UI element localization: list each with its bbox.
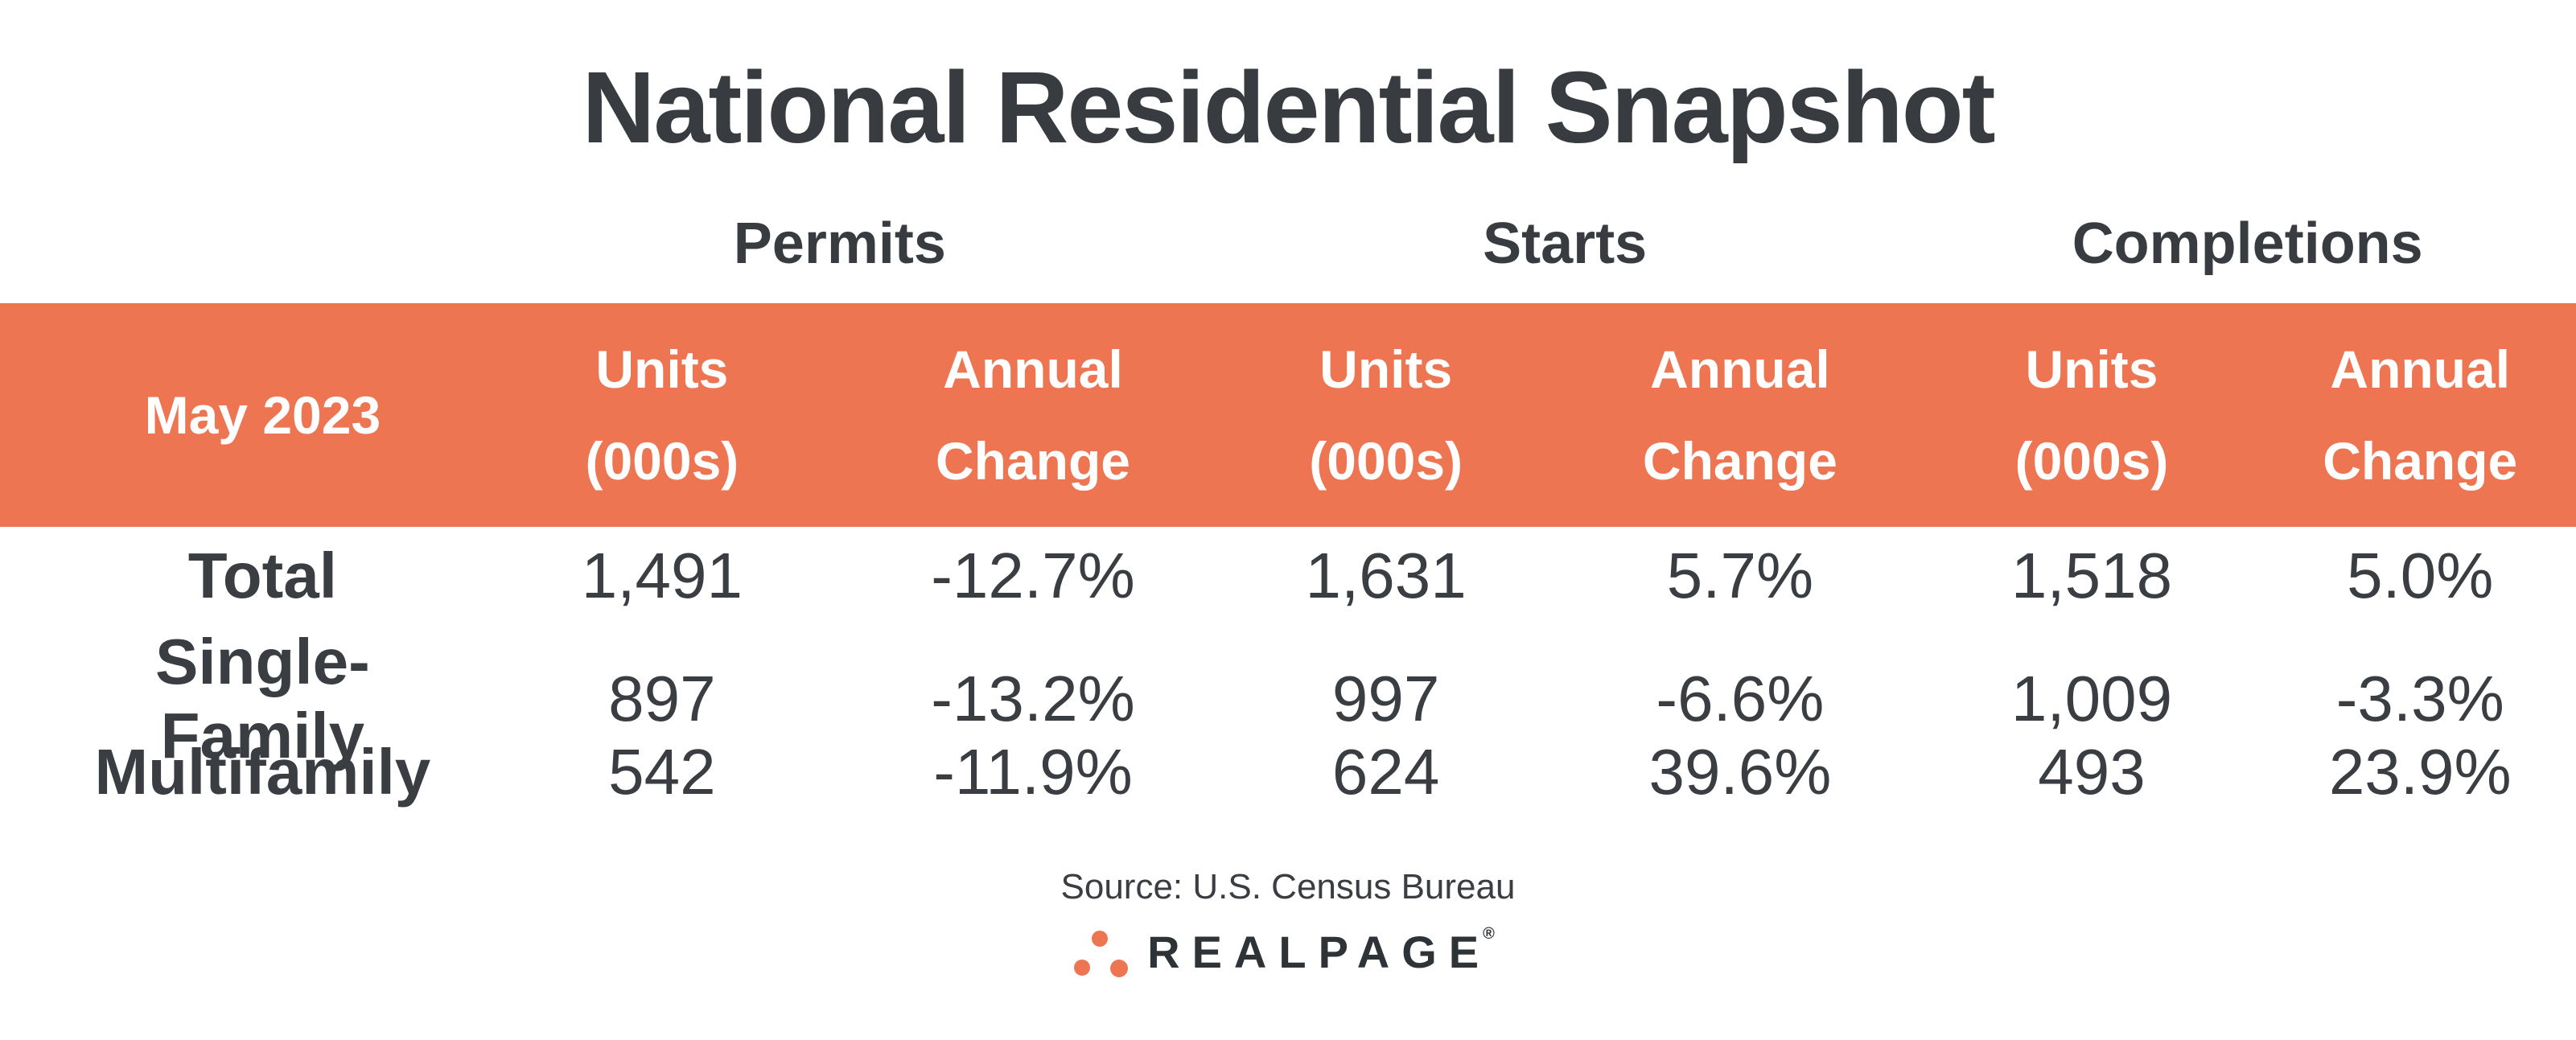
group-header-starts: Starts — [1483, 212, 1648, 276]
header-units-line1: Units — [2025, 339, 2158, 399]
cell-starts-change: -6.6% — [1656, 663, 1825, 734]
cell-completions-change: 5.0% — [2347, 540, 2494, 611]
header-annual-line1: Annual — [2330, 339, 2511, 399]
cell-completions-units: 1,518 — [2010, 540, 2173, 611]
cell-starts-units: 1,631 — [1305, 540, 1467, 611]
header-units-line2: (000s) — [2014, 431, 2169, 491]
cell-permits-units: 1,491 — [581, 540, 743, 611]
group-header-completions: Completions — [2072, 212, 2423, 276]
header-annual-line2: Change — [1642, 431, 1837, 491]
cell-starts-units: 624 — [1331, 736, 1440, 808]
header-permits-units: Units (000s) — [469, 323, 855, 507]
header-permits-annual-change: Annual Change — [855, 323, 1211, 507]
table-row-total: Total 1,491 -12.7% 1,631 5.7% 1,518 5.0% — [0, 527, 2576, 625]
cell-permits-change: -12.7% — [931, 540, 1135, 611]
header-annual-line1: Annual — [1650, 339, 1830, 399]
cell-starts-units: 997 — [1331, 663, 1440, 734]
cell-completions-units: 1,009 — [2010, 663, 2173, 734]
table-row-multifamily: Multifamily 542 -11.9% 624 39.6% 493 23.… — [0, 723, 2576, 821]
header-annual-line1: Annual — [943, 339, 1123, 399]
realpage-dots-icon — [1074, 931, 1129, 977]
group-header-permits: Permits — [733, 212, 946, 276]
realpage-logo: REALPAGE ® — [0, 923, 2576, 980]
header-units-line2: (000s) — [1309, 431, 1463, 491]
header-starts-units: Units (000s) — [1211, 323, 1561, 507]
cell-permits-change: -13.2% — [931, 663, 1135, 734]
cell-starts-change: 39.6% — [1648, 736, 1832, 808]
row-label: Single-Family — [155, 626, 370, 771]
cell-permits-units: 897 — [608, 663, 716, 734]
header-completions-units: Units (000s) — [1919, 323, 2264, 507]
period-label: May 2023 — [144, 385, 381, 445]
header-completions-annual-change: Annual Change — [2265, 323, 2576, 507]
cell-completions-units: 493 — [2038, 736, 2146, 808]
cell-completions-change: -3.3% — [2335, 663, 2504, 734]
header-annual-line2: Change — [2323, 431, 2518, 491]
cell-starts-change: 5.7% — [1666, 540, 1814, 611]
row-label: Multifamily — [94, 736, 431, 808]
cell-permits-change: -11.9% — [933, 736, 1133, 808]
header-annual-line2: Change — [935, 431, 1130, 491]
page-title: National Residential Snapshot — [582, 51, 1995, 164]
cell-permits-units: 542 — [608, 736, 716, 808]
registered-trademark-icon: ® — [1483, 924, 1495, 943]
source-note: Source: U.S. Census Bureau — [1060, 867, 1516, 906]
column-group-header-row: Permits Starts Completions — [0, 203, 2576, 284]
table-header-row: May 2023 Units (000s) Annual Change Unit… — [0, 303, 2576, 527]
header-units-line1: Units — [595, 339, 729, 399]
table-row-single-family: Single-Family 897 -13.2% 997 -6.6% 1,009… — [0, 625, 2576, 771]
realpage-wordmark: REALPAGE — [1147, 926, 1492, 977]
row-label: Total — [187, 540, 337, 611]
cell-completions-change: 23.9% — [2328, 736, 2512, 808]
header-units-line1: Units — [1319, 339, 1453, 399]
header-units-line2: (000s) — [585, 431, 739, 491]
header-starts-annual-change: Annual Change — [1561, 323, 1919, 507]
